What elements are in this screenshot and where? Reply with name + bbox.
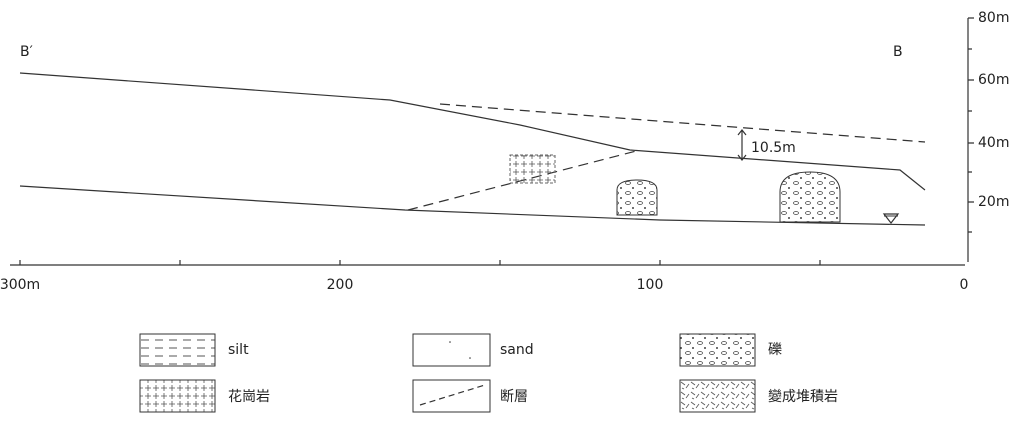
section-lines bbox=[10, 18, 974, 265]
x-tick-label: 100 bbox=[637, 277, 664, 293]
legend-label: 礫 bbox=[768, 342, 782, 358]
x-tick-label: 300m bbox=[0, 277, 40, 293]
y-tick-label: 40m bbox=[978, 135, 1009, 151]
section-label: B bbox=[893, 44, 903, 60]
legend-label: 變成堆積岩 bbox=[768, 389, 838, 405]
legend-label: 花崗岩 bbox=[228, 389, 270, 405]
legend-label: silt bbox=[228, 342, 249, 358]
annotation: 10.5m bbox=[751, 140, 796, 156]
y-tick-label: 20m bbox=[978, 194, 1009, 210]
section-label: B′ bbox=[20, 44, 33, 60]
cross-section: B′ B 10.5m 300m 200 100 0 80m 60m 40m 20… bbox=[0, 0, 1021, 419]
x-tick-label: 200 bbox=[327, 277, 354, 293]
y-tick-label: 60m bbox=[978, 72, 1009, 88]
x-tick-label: 0 bbox=[960, 277, 969, 293]
legend-label: sand bbox=[500, 342, 534, 358]
legend-label: 断層 bbox=[500, 389, 528, 405]
legend: silt sand 礫 花崗岩 断層 變成堆積岩 bbox=[140, 334, 838, 412]
y-tick-label: 80m bbox=[978, 10, 1009, 26]
